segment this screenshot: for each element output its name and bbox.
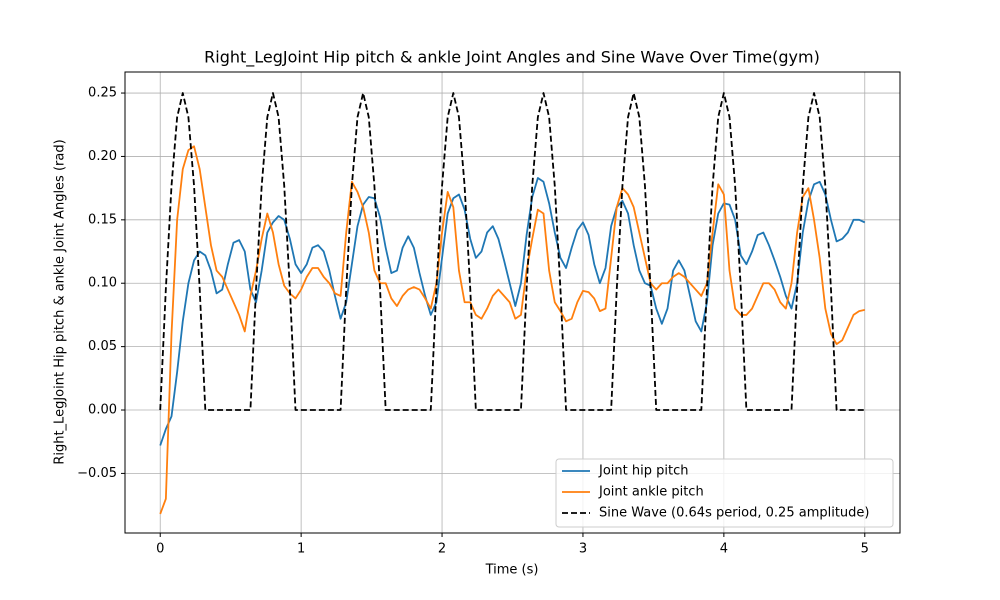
y-tick-label: 0.05 bbox=[88, 339, 117, 354]
legend-label: Joint hip pitch bbox=[598, 464, 688, 479]
series-line bbox=[159, 145, 865, 515]
x-tick-label: 5 bbox=[861, 542, 869, 557]
x-tick-label: 4 bbox=[720, 542, 728, 557]
y-tick-label: 0.25 bbox=[88, 86, 117, 101]
y-axis-label: Right_LegJoint Hip pitch & ankle Joint A… bbox=[53, 139, 68, 464]
chart-title: Right_LegJoint Hip pitch & ankle Joint A… bbox=[204, 48, 820, 68]
plot-frame bbox=[124, 71, 901, 534]
legend-label: Joint ankle pitch bbox=[598, 485, 704, 500]
legend-box bbox=[555, 458, 894, 528]
y-tick-label: 0.00 bbox=[88, 403, 117, 418]
y-tick-label: −0.05 bbox=[77, 466, 117, 481]
x-tick-label: 0 bbox=[156, 542, 164, 557]
y-tick-label: 0.20 bbox=[88, 149, 117, 164]
x-tick-label: 3 bbox=[579, 542, 587, 557]
y-tick-label: 0.15 bbox=[88, 212, 117, 227]
series-line bbox=[159, 177, 866, 446]
series-line bbox=[159, 92, 865, 411]
y-tick-label: 0.10 bbox=[88, 276, 117, 291]
legend: Joint hip pitch Joint ankle pitch Sine Wav… bbox=[555, 458, 894, 528]
x-axis-label: Time (s) bbox=[485, 563, 539, 578]
x-tick-label: 1 bbox=[297, 542, 305, 557]
x-tick-label: 2 bbox=[438, 542, 446, 557]
legend-label: Sine Wave (0.64s period, 0.25 amplitude) bbox=[599, 506, 870, 521]
